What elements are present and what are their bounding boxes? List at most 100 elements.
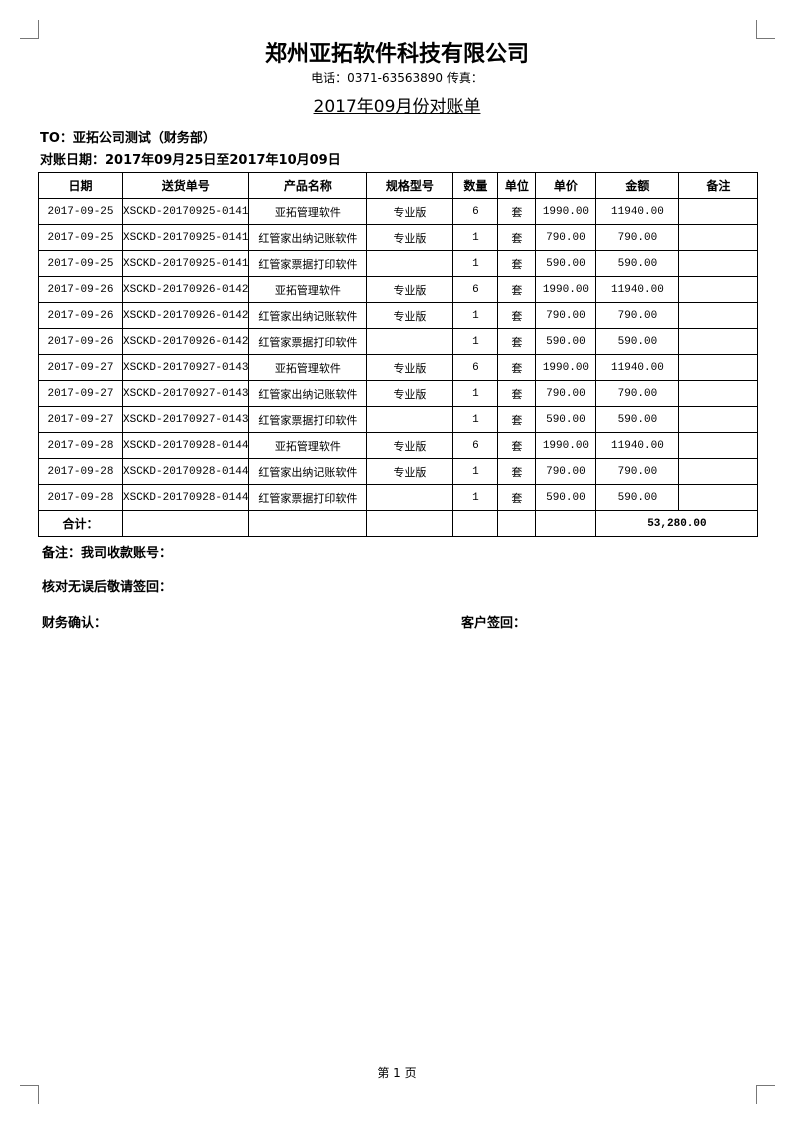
table-cell: 2017-09-25	[38, 198, 123, 225]
table-cell: 590.00	[595, 328, 680, 355]
table-cell: 套	[497, 276, 537, 303]
table-cell	[678, 458, 759, 485]
table-cell: 1	[452, 458, 499, 485]
table-cell: 专业版	[366, 380, 454, 407]
table-cell: 套	[497, 302, 537, 329]
table-cell: 亚拓管理软件	[248, 276, 368, 303]
table-row: 2017-09-28 XSCKD-20170928-0144 亚拓管理软件 专业版 6 套…	[38, 432, 759, 459]
statement-table: 日期 送货单号 产品名称 规格型号 数量 单位 单价 金额 备注 2017-09-25 XSCKD…	[38, 172, 759, 537]
total-row: 合计： 53,280.00	[38, 510, 759, 537]
table-cell: 亚拓管理软件	[248, 354, 368, 381]
table-cell: XSCKD-20170928-0144	[121, 484, 250, 511]
table-cell: 590.00	[595, 406, 680, 433]
column-header: 金额	[595, 172, 680, 199]
table-row: 2017-09-25 XSCKD-20170925-0141 红管家票据打印软件 1 套…	[38, 250, 759, 277]
table-cell: XSCKD-20170928-0144	[121, 458, 250, 485]
table-cell: XSCKD-20170927-0143	[121, 380, 250, 407]
table-cell: XSCKD-20170926-0142	[121, 276, 250, 303]
table-cell: 790.00	[595, 224, 680, 251]
table-cell: 1	[452, 484, 499, 511]
table-cell: 2017-09-26	[38, 328, 123, 355]
table-cell: 2017-09-26	[38, 276, 123, 303]
table-cell: XSCKD-20170927-0143	[121, 406, 250, 433]
table-cell: 790.00	[535, 224, 597, 251]
table-cell: XSCKD-20170926-0142	[121, 328, 250, 355]
table-cell: 专业版	[366, 354, 454, 381]
table-cell: 11940.00	[595, 432, 680, 459]
table-cell: 红管家票据打印软件	[248, 406, 368, 433]
table-cell: 红管家票据打印软件	[248, 250, 368, 277]
table-cell	[248, 510, 368, 537]
table-cell: 2017-09-27	[38, 354, 123, 381]
table-cell: 套	[497, 198, 537, 225]
table-cell: XSCKD-20170925-0141	[121, 250, 250, 277]
table-cell: 590.00	[535, 328, 597, 355]
table-cell: 2017-09-28	[38, 432, 123, 459]
table-cell: 专业版	[366, 224, 454, 251]
table-cell: 套	[497, 328, 537, 355]
table-cell: 2017-09-27	[38, 380, 123, 407]
company-name: 郑州亚拓软件科技有限公司	[264, 42, 529, 67]
table-cell: 套	[497, 224, 537, 251]
table-row: 2017-09-26 XSCKD-20170926-0142 红管家出纳记账软件 专业…	[38, 302, 759, 329]
table-row: 2017-09-28 XSCKD-20170928-0144 红管家票据打印软件 1 套…	[38, 484, 759, 511]
page-number: 第 1 页	[377, 1066, 417, 1080]
table-cell	[497, 510, 537, 537]
table-cell: 2017-09-28	[38, 458, 123, 485]
header-row: 日期 送货单号 产品名称 规格型号 数量 单位 单价 金额 备注	[38, 172, 759, 199]
table-cell: 2017-09-27	[38, 406, 123, 433]
table-cell	[452, 510, 499, 537]
table-cell: 11940.00	[595, 198, 680, 225]
table-cell: 2017-09-28	[38, 484, 123, 511]
table-cell: 6	[452, 276, 499, 303]
table-cell: 790.00	[535, 302, 597, 329]
table-cell	[678, 198, 759, 225]
table-cell: 1990.00	[535, 354, 597, 381]
table-cell	[678, 432, 759, 459]
table-cell: 红管家出纳记账软件	[248, 458, 368, 485]
table-row: 2017-09-27 XSCKD-20170927-0143 亚拓管理软件 专业版 6 套…	[38, 354, 759, 381]
table-cell: 红管家票据打印软件	[248, 484, 368, 511]
table-cell: 套	[497, 406, 537, 433]
table-cell: 套	[497, 380, 537, 407]
signature-label: 客户签回：	[461, 616, 527, 631]
table-cell: 590.00	[535, 250, 597, 277]
table-cell: 1990.00	[535, 198, 597, 225]
table-cell: 专业版	[366, 302, 454, 329]
table-cell: 1	[452, 302, 499, 329]
table-cell	[678, 224, 759, 251]
table-cell: 11940.00	[595, 354, 680, 381]
table-cell	[121, 510, 250, 537]
table-cell	[678, 250, 759, 277]
table-cell: 红管家票据打印软件	[248, 328, 368, 355]
table-cell: 6	[452, 432, 499, 459]
table-cell: 红管家出纳记账软件	[248, 380, 368, 407]
note: 备注：我司收款账号：	[42, 546, 173, 561]
table-cell	[678, 380, 759, 407]
table-cell: 2017-09-26	[38, 302, 123, 329]
table-cell: 790.00	[535, 458, 597, 485]
table-cell: 790.00	[595, 380, 680, 407]
table-cell: 790.00	[535, 380, 597, 407]
table-cell	[678, 302, 759, 329]
statement-title: 2017年09月份对账单	[313, 97, 481, 117]
column-header: 单价	[535, 172, 597, 199]
table-cell: 1	[452, 224, 499, 251]
table-cell: 6	[452, 354, 499, 381]
table-cell: 套	[497, 432, 537, 459]
table-cell	[678, 328, 759, 355]
table-cell: XSCKD-20170928-0144	[121, 432, 250, 459]
table-cell: 1990.00	[535, 276, 597, 303]
table-cell: 590.00	[535, 484, 597, 511]
signature-label: 财务确认：	[42, 616, 108, 631]
column-header: 规格型号	[366, 172, 454, 199]
table-cell	[678, 406, 759, 433]
table-row: 2017-09-27 XSCKD-20170927-0143 红管家票据打印软件 1 套…	[38, 406, 759, 433]
column-header: 日期	[38, 172, 123, 199]
table-cell: 1	[452, 380, 499, 407]
table-cell: 1	[452, 406, 499, 433]
table-cell: 套	[497, 458, 537, 485]
column-header: 数量	[452, 172, 499, 199]
table-cell	[366, 406, 454, 433]
